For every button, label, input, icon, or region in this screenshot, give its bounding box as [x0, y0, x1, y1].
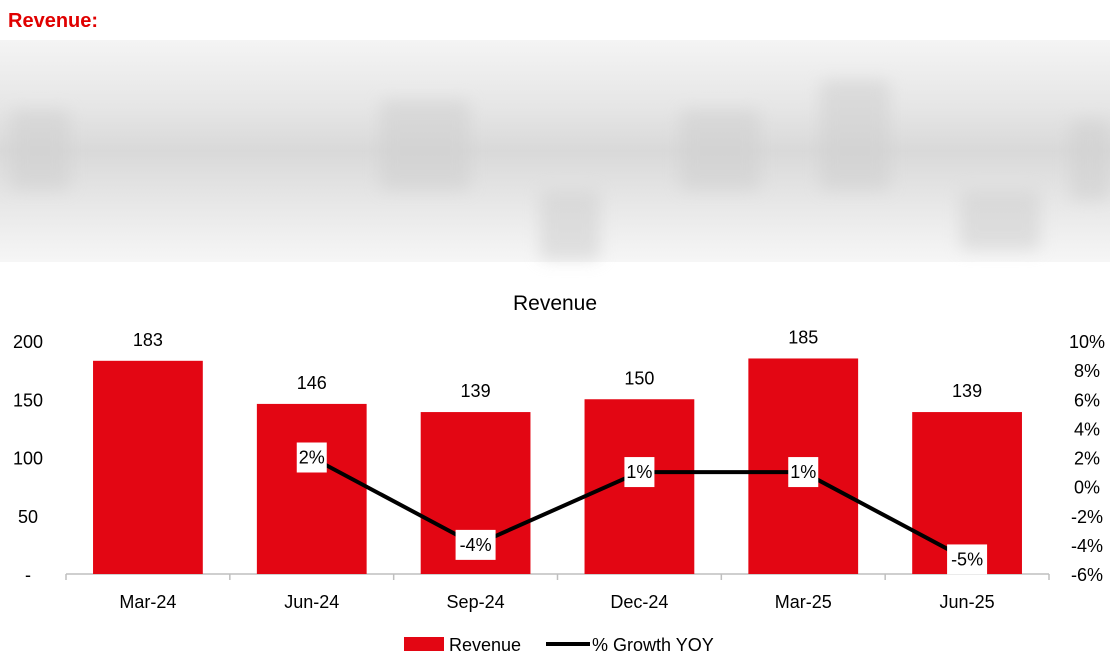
line-series: 2% -4% 1% 1% -5%: [296, 442, 988, 575]
bar: [256, 403, 367, 574]
chart-axes: - 50 100 150 200 -6% -4% -2% 0% 2% 4% 6% 8% 10% Mar-24…: [13, 332, 1105, 612]
line-data-label: 1%: [626, 462, 652, 482]
bar-data-label: 183: [133, 330, 163, 350]
y-left-tick-label: 50: [18, 507, 38, 527]
y-right-tick-label: 10%: [1069, 332, 1105, 352]
y-left-tick-label: 150: [13, 390, 43, 410]
y-right-tick-label: -4%: [1071, 536, 1103, 556]
bar-data-label: 150: [624, 368, 654, 388]
y-left-tick-label: -: [25, 565, 31, 585]
line-data-label-box: [788, 457, 819, 488]
chart-title: Revenue: [513, 292, 597, 315]
chart-legend: Revenue % Growth YOY: [404, 635, 714, 655]
y-right-tick-label: -6%: [1071, 565, 1103, 585]
line-data-label: -4%: [460, 535, 492, 555]
bar-data-label: 185: [788, 327, 818, 347]
y-right-tick-label: 4%: [1074, 419, 1100, 439]
bar-data-label: 139: [952, 381, 982, 401]
section-title: Revenue:: [8, 10, 99, 32]
y-left-tick-label: 200: [13, 332, 43, 352]
bar-data-label: 146: [297, 373, 327, 393]
legend-swatch-revenue: [404, 637, 444, 651]
line-data-label-box: [455, 529, 496, 560]
legend-label-revenue: Revenue: [449, 635, 521, 655]
y-right-tick-label: -2%: [1071, 507, 1103, 527]
line-data-label: 1%: [790, 462, 816, 482]
line-data-label: 2%: [299, 448, 325, 468]
line-data-label: -5%: [951, 549, 983, 569]
bar: [93, 360, 203, 574]
x-tick-label: Sep-24: [447, 592, 505, 612]
blurred-content: [0, 40, 1110, 262]
x-tick-label: Dec-24: [610, 592, 668, 612]
y-right-tick-label: 0%: [1074, 478, 1100, 498]
line-data-label-box: [296, 442, 327, 473]
bar-series: 183 146 139 150 185 139: [93, 327, 1022, 574]
x-tick-label: Mar-24: [119, 592, 176, 612]
legend-label-growth: % Growth YOY: [592, 635, 714, 655]
y-right-tick-label: 2%: [1074, 449, 1100, 469]
x-tick-label: Jun-24: [284, 592, 339, 612]
bar-data-label: 139: [461, 381, 491, 401]
x-tick-label: Mar-25: [775, 592, 832, 612]
y-left-tick-label: 100: [13, 449, 43, 469]
revenue-chart: Revenue - 50 100 150 200 -6% -4% -2% 0% 2% 4% 6% 8% 1…: [13, 292, 1105, 655]
line-data-label-box: [624, 457, 655, 488]
line-data-label-box: [947, 544, 988, 575]
x-tick-label: Jun-25: [940, 592, 995, 612]
y-right-tick-label: 8%: [1074, 361, 1100, 381]
y-right-tick-label: 6%: [1074, 390, 1100, 410]
